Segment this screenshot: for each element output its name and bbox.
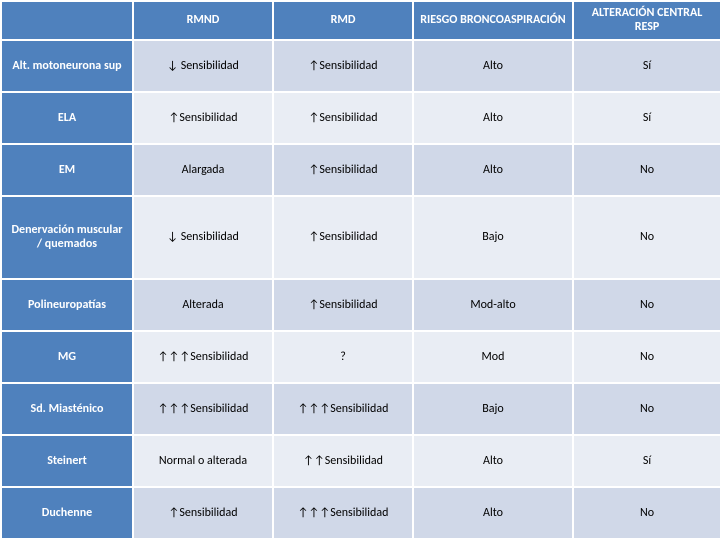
cell-alteracion: Sí [573,40,720,92]
table-row: Sd. Miasténico ↑↑↑Sensibilidad ↑↑↑Sensib… [1,383,720,435]
header-rmnd: RMND [133,1,273,40]
cell-alteracion: No [573,331,720,383]
cell-rmd: ↑Sensibilidad [273,144,413,196]
cell-riesgo: Bajo [413,196,573,279]
cell-rmd: ↑Sensibilidad [273,92,413,144]
cell-rmd: ↑Sensibilidad [273,40,413,92]
header-alteracion: ALTERACIÓN CENTRAL RESP [573,1,720,40]
cell-rmnd: ↓ Sensibilidad [133,40,273,92]
cell-riesgo: Alto [413,435,573,487]
table-body: Alt. motoneurona sup ↓ Sensibilidad ↑Sen… [1,40,720,539]
cell-rmnd: Alterada [133,279,273,331]
neuromuscular-table: RMND RMD RIESGO BRONCOASPIRACIÓN ALTERAC… [0,0,720,540]
cell-riesgo: Mod [413,331,573,383]
row-label: ELA [1,92,133,144]
cell-rmnd: ↑Sensibilidad [133,487,273,539]
cell-rmnd: Normal o alterada [133,435,273,487]
table-row: Steinert Normal o alterada ↑↑Sensibilida… [1,435,720,487]
cell-rmnd: ↑↑↑Sensibilidad [133,331,273,383]
cell-alteracion: No [573,383,720,435]
row-label: Denervación muscular / quemados [1,196,133,279]
table-row: MG ↑↑↑Sensibilidad ? Mod No [1,331,720,383]
cell-rmnd: ↑Sensibilidad [133,92,273,144]
row-label: Sd. Miasténico [1,383,133,435]
row-label: Polineuropatías [1,279,133,331]
row-label: EM [1,144,133,196]
cell-riesgo: Mod-alto [413,279,573,331]
table-row: Denervación muscular / quemados ↓ Sensib… [1,196,720,279]
header-blank [1,1,133,40]
cell-rmd: ↑Sensibilidad [273,196,413,279]
header-rmd: RMD [273,1,413,40]
row-label: MG [1,331,133,383]
cell-alteracion: No [573,196,720,279]
cell-riesgo: Alto [413,487,573,539]
cell-rmd: ↑↑↑Sensibilidad [273,383,413,435]
table-row: ELA ↑Sensibilidad ↑Sensibilidad Alto Sí [1,92,720,144]
cell-riesgo: Alto [413,92,573,144]
row-label: Alt. motoneurona sup [1,40,133,92]
cell-rmd: ↑↑↑Sensibilidad [273,487,413,539]
cell-rmd: ? [273,331,413,383]
table-row: Duchenne ↑Sensibilidad ↑↑↑Sensibilidad A… [1,487,720,539]
cell-alteracion: Sí [573,92,720,144]
row-label: Steinert [1,435,133,487]
table-row: Polineuropatías Alterada ↑Sensibilidad M… [1,279,720,331]
cell-riesgo: Alto [413,144,573,196]
table-row: Alt. motoneurona sup ↓ Sensibilidad ↑Sen… [1,40,720,92]
header-row: RMND RMD RIESGO BRONCOASPIRACIÓN ALTERAC… [1,1,720,40]
cell-riesgo: Bajo [413,383,573,435]
header-riesgo: RIESGO BRONCOASPIRACIÓN [413,1,573,40]
cell-riesgo: Alto [413,40,573,92]
table-row: EM Alargada ↑Sensibilidad Alto No [1,144,720,196]
cell-rmnd: ↑↑↑Sensibilidad [133,383,273,435]
cell-rmnd: Alargada [133,144,273,196]
cell-alteracion: Sí [573,435,720,487]
cell-rmd: ↑↑Sensibilidad [273,435,413,487]
cell-alteracion: No [573,144,720,196]
cell-rmd: ↑Sensibilidad [273,279,413,331]
row-label: Duchenne [1,487,133,539]
cell-alteracion: No [573,279,720,331]
cell-rmnd: ↓ Sensibilidad [133,196,273,279]
cell-alteracion: No [573,487,720,539]
